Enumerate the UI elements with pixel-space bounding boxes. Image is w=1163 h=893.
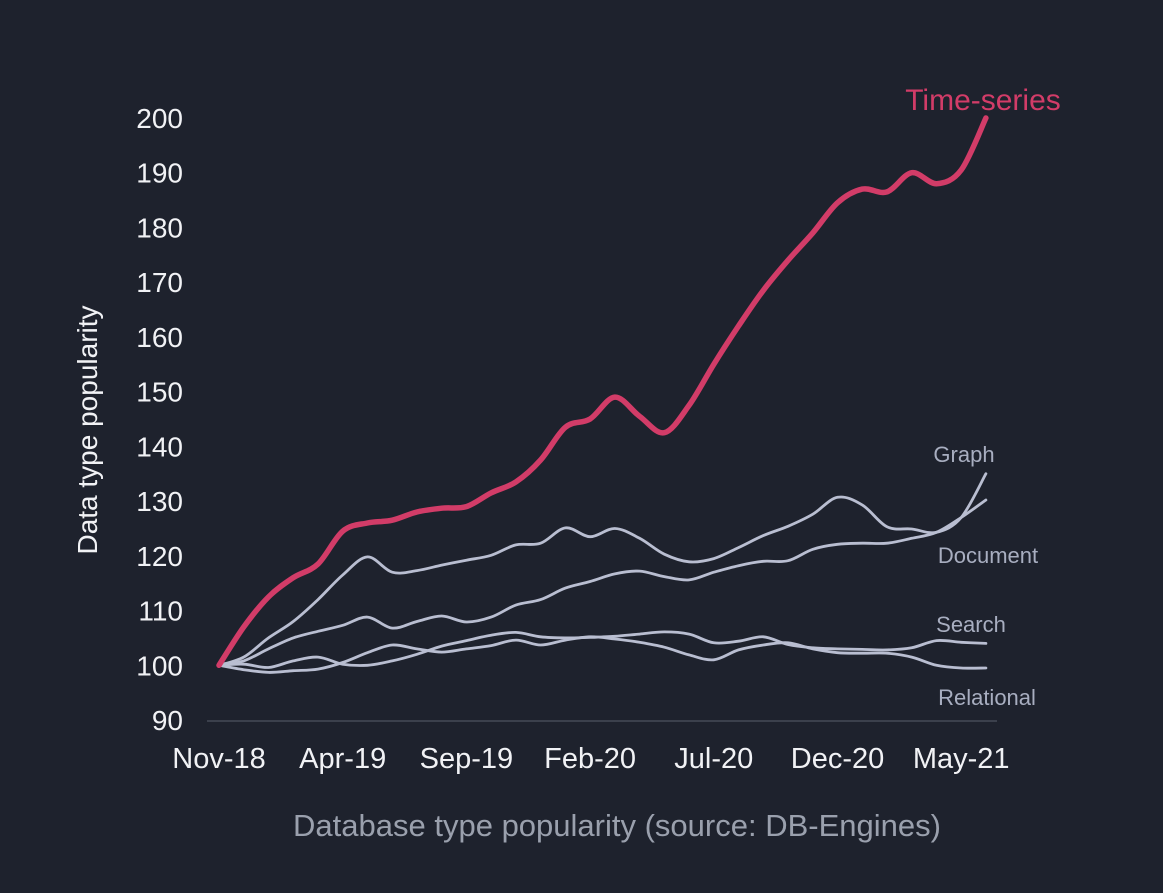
y-axis-title: Data type popularity <box>72 305 103 554</box>
series-line-document <box>217 498 988 667</box>
series-end-labels: Time-series Graph Document Search Relational <box>905 84 1061 710</box>
y-tick-label: 200 <box>136 103 183 134</box>
y-tick-label: 100 <box>136 650 183 681</box>
x-tick-label: Dec-20 <box>791 743 885 775</box>
chart-title: Database type popularity (source: DB-Eng… <box>293 808 941 843</box>
y-tick-label: 190 <box>136 158 183 189</box>
series-lines <box>216 115 989 674</box>
y-tick-label: 90 <box>152 705 183 736</box>
series-label-graph: Graph <box>933 442 994 467</box>
series-line-time-series <box>216 115 989 669</box>
series-line-relational <box>217 635 988 674</box>
y-axis-tick-labels: 200 190 180 170 160 150 140 130 120 110 100 90 <box>136 103 183 736</box>
y-tick-label: 130 <box>136 486 183 517</box>
x-axis-tick-labels: Nov-18 Apr-19 Sep-19 Feb-20 Jul-20 Dec-20 May-… <box>172 743 1009 775</box>
y-tick-label: 160 <box>136 322 183 353</box>
series-label-document: Document <box>938 543 1038 568</box>
y-tick-label: 120 <box>136 541 183 572</box>
y-tick-label: 150 <box>136 377 183 408</box>
y-tick-label: 180 <box>136 212 183 243</box>
y-tick-label: 140 <box>136 431 183 462</box>
series-label-search: Search <box>936 612 1006 637</box>
series-label-time-series: Time-series <box>905 84 1061 117</box>
series-line-graph <box>217 472 988 667</box>
series-label-relational: Relational <box>938 685 1036 710</box>
y-tick-label: 170 <box>136 267 183 298</box>
x-tick-label: Feb-20 <box>544 743 636 775</box>
x-tick-label: Nov-18 <box>172 743 266 775</box>
x-tick-label: May-21 <box>913 743 1010 775</box>
y-tick-label: 110 <box>138 596 183 627</box>
x-tick-label: Jul-20 <box>674 743 753 775</box>
x-tick-label: Sep-19 <box>420 743 514 775</box>
x-tick-label: Apr-19 <box>299 743 386 775</box>
